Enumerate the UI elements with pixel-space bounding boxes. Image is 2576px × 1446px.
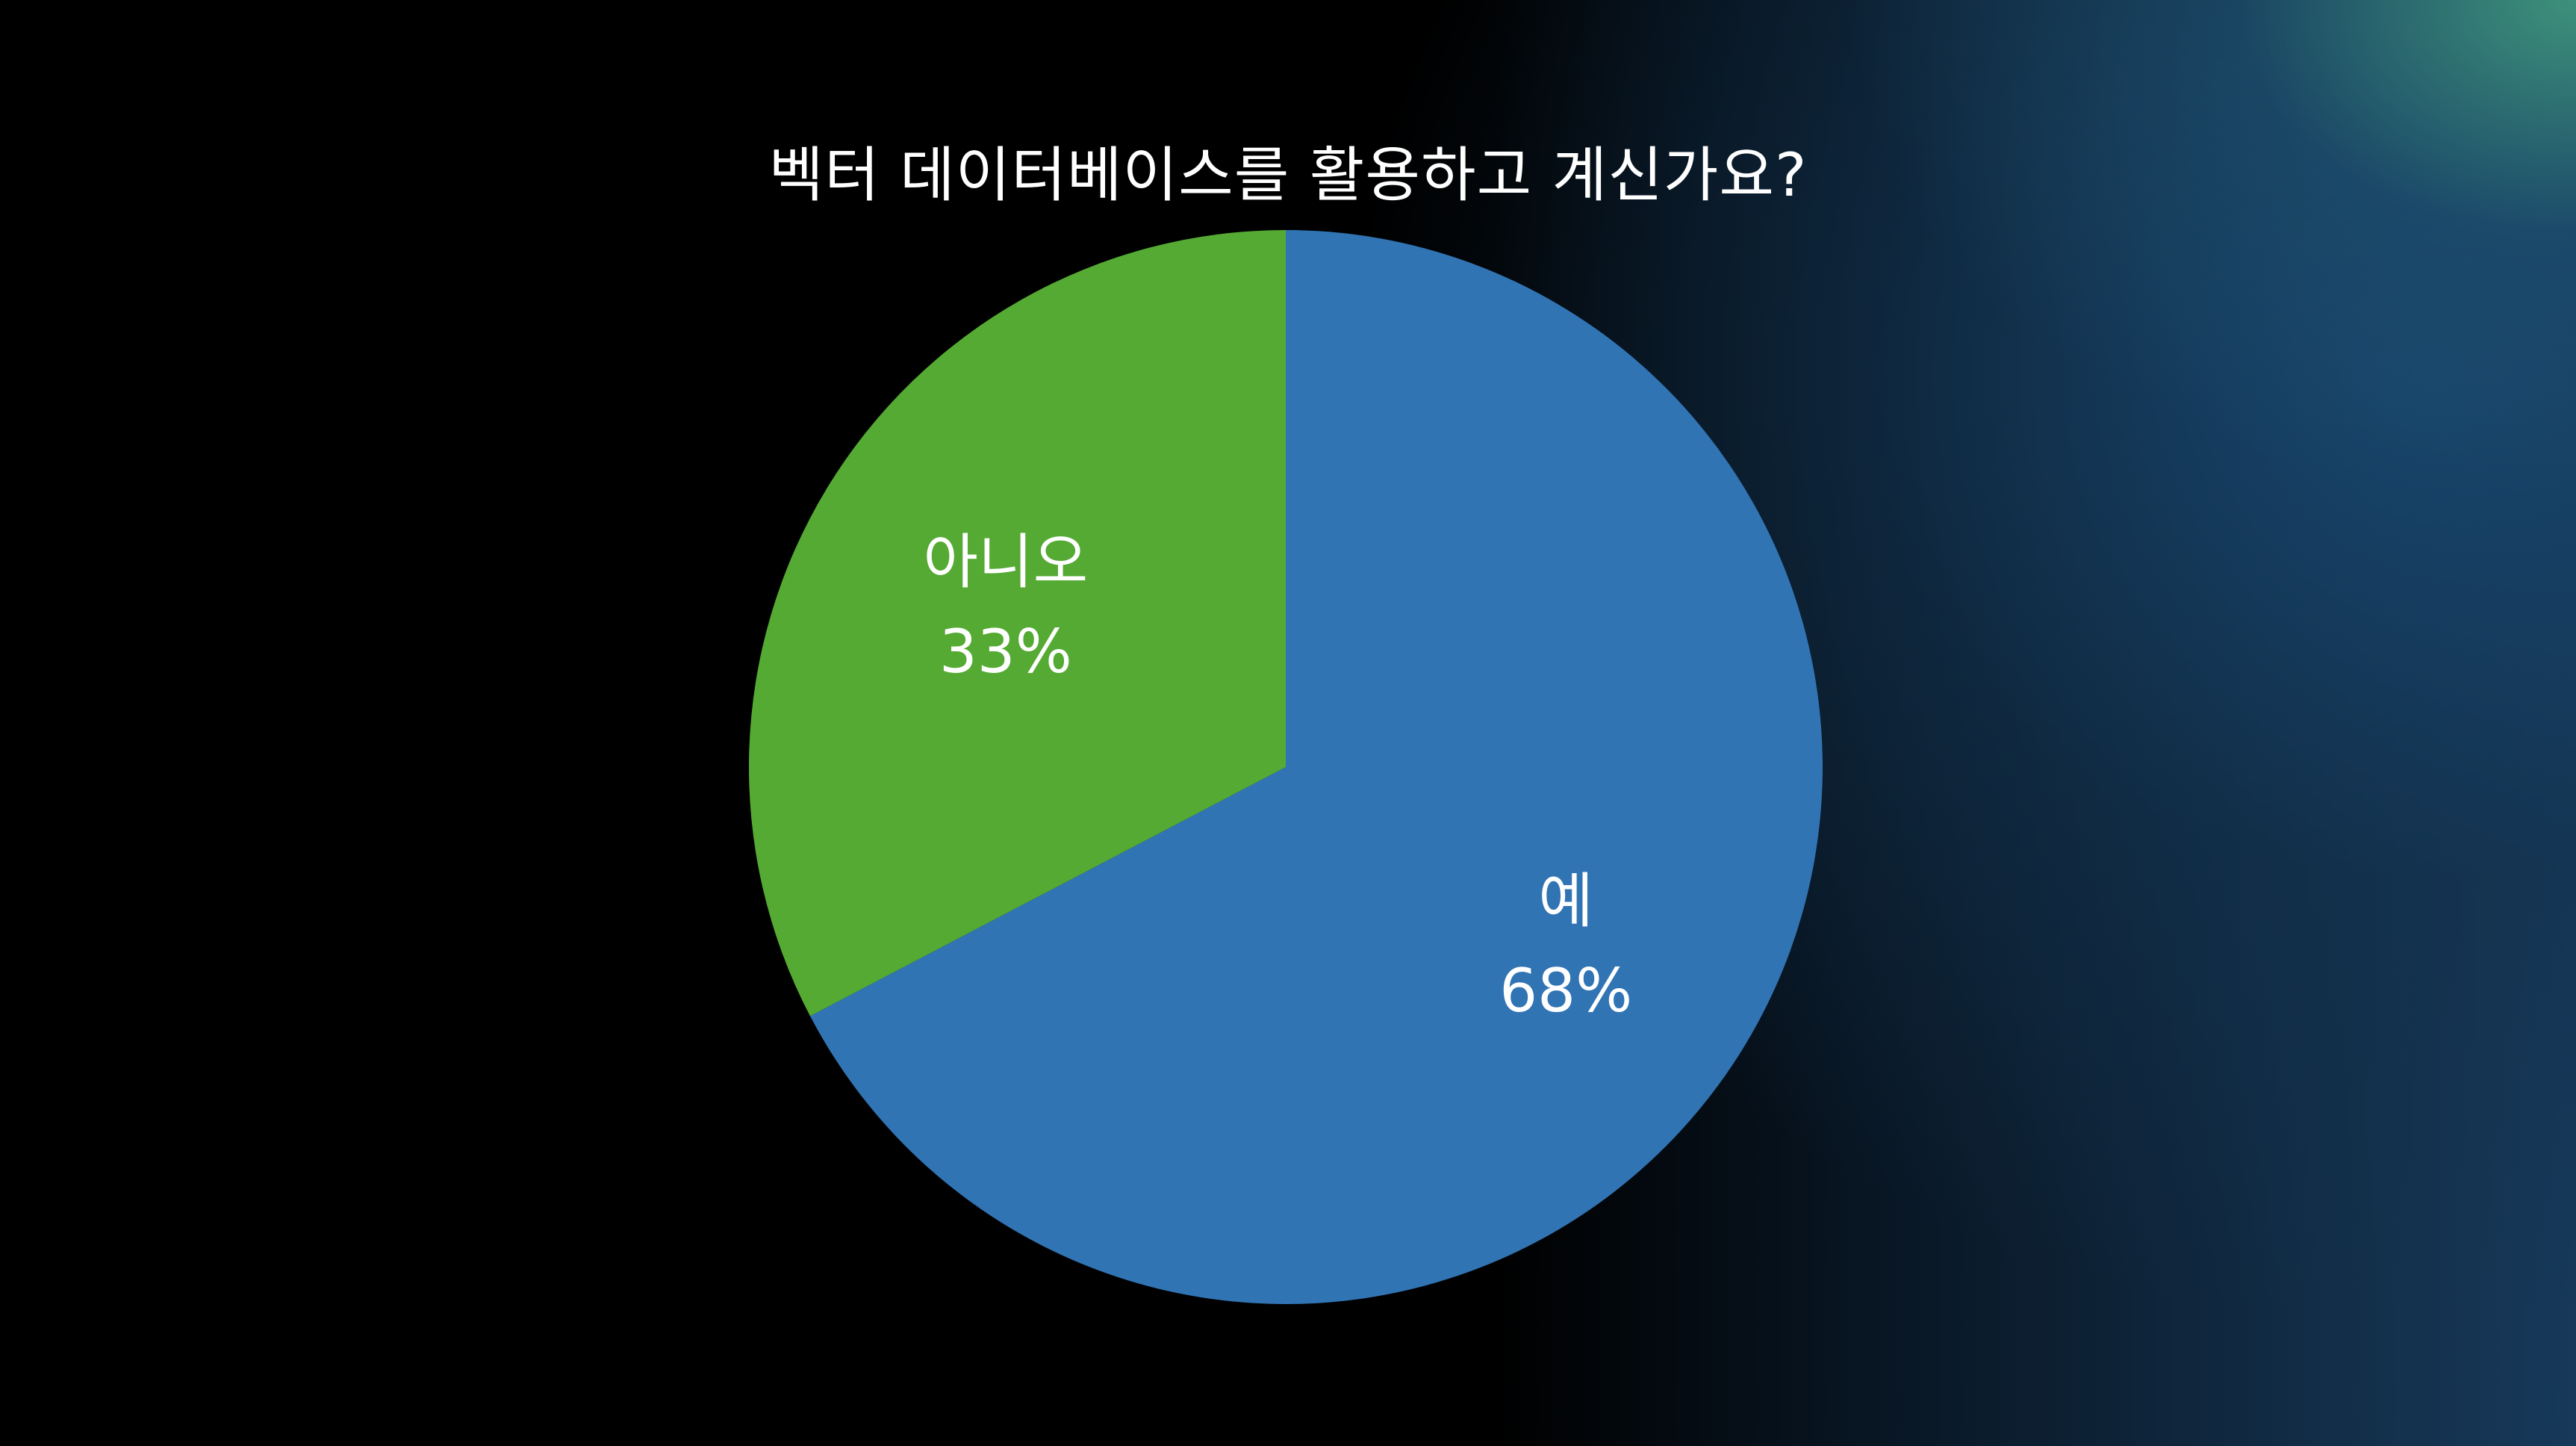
chart-title: 벡터 데이터베이스를 활용하고 계신가요? — [768, 140, 1808, 210]
slice-label-name-1: 아니오 — [923, 527, 1088, 597]
pie-labels: 예 68% 아니오 33% — [923, 527, 1632, 1025]
slice-label-value-0: 68% — [1499, 956, 1632, 1025]
pie-slices — [749, 230, 1823, 1304]
pie-slice-1 — [749, 230, 1286, 1017]
slice-label-value-1: 33% — [939, 617, 1072, 686]
slice-label-name-0: 예 — [1538, 866, 1593, 936]
pie-slice-0 — [809, 230, 1823, 1304]
